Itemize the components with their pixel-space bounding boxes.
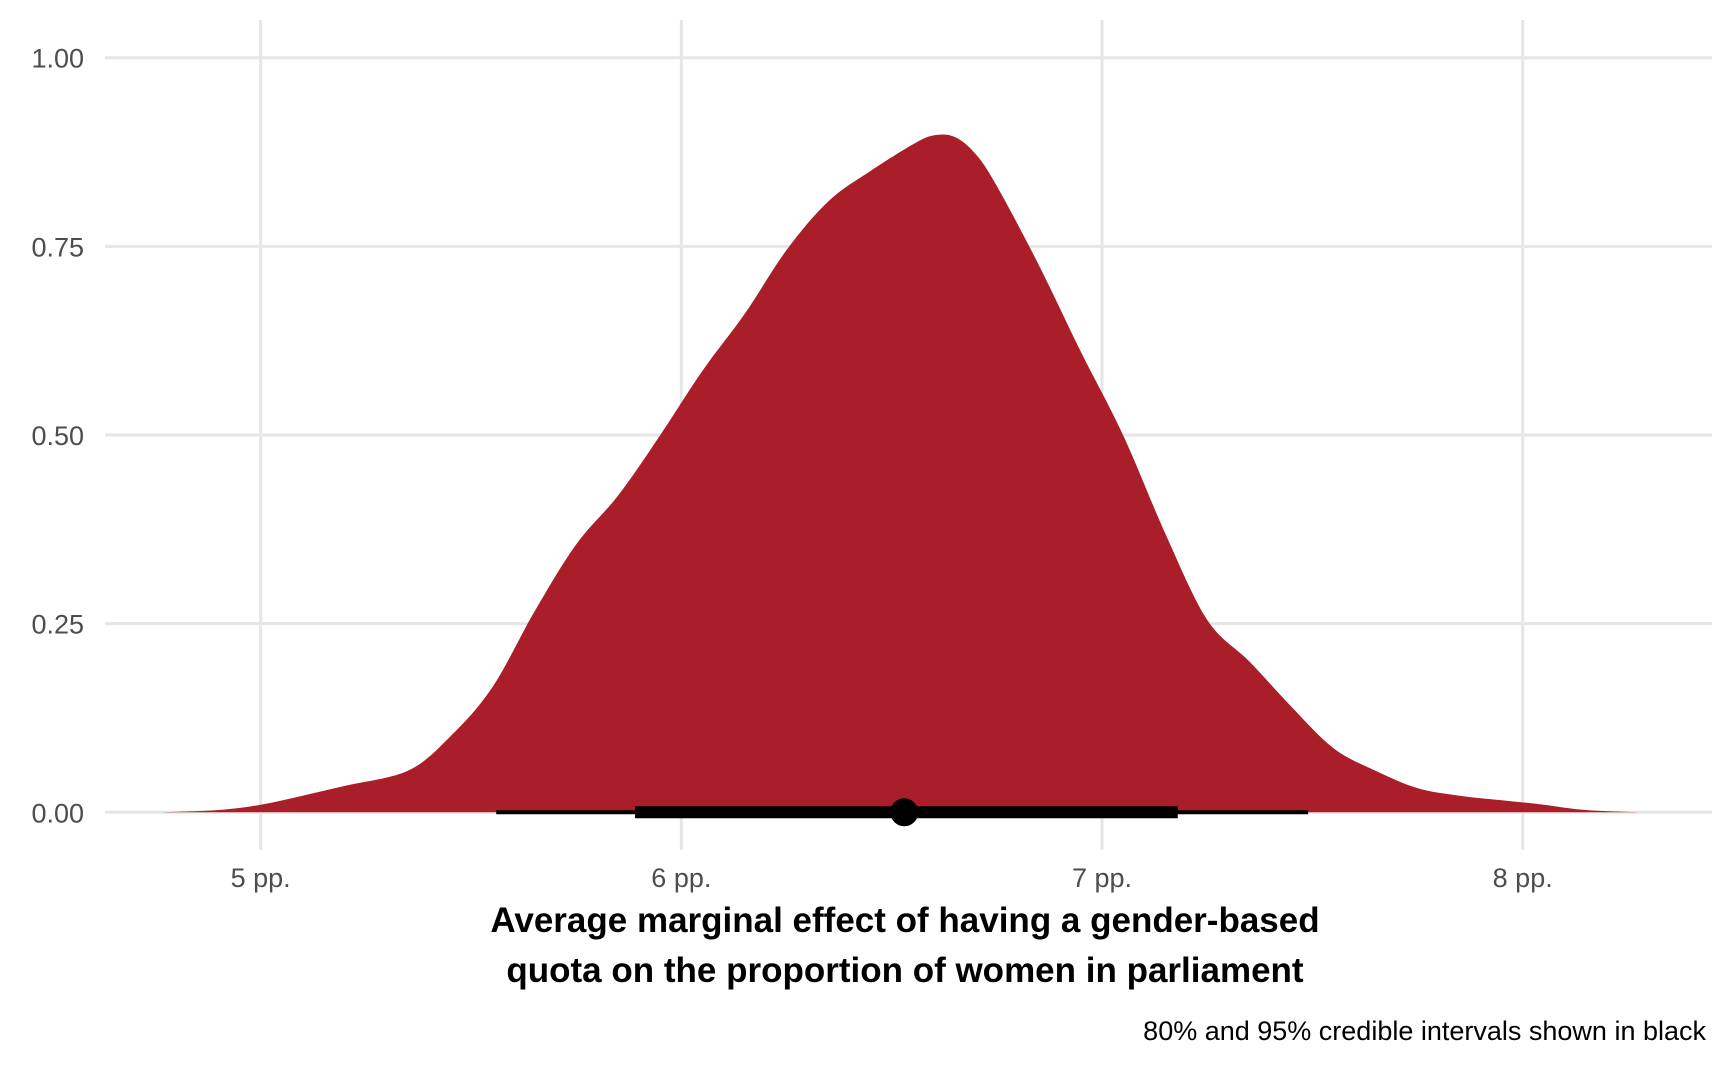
x-tick-label: 6 pp. <box>651 863 711 893</box>
y-axis-tick-labels: 0.00 0.25 0.50 0.75 1.00 <box>31 44 84 829</box>
point-estimate-dot <box>890 798 919 827</box>
x-axis-tick-labels: 5 pp. 6 pp. 7 pp. 8 pp. <box>231 863 1553 893</box>
x-tick-label: 5 pp. <box>231 863 291 893</box>
x-tick-label: 7 pp. <box>1072 863 1132 893</box>
y-tick-label: 0.25 <box>31 610 84 640</box>
x-tick-label: 8 pp. <box>1493 863 1553 893</box>
y-tick-label: 0.00 <box>31 798 84 828</box>
density-area <box>159 134 1641 813</box>
credible-interval-layer <box>496 798 1309 827</box>
y-tick-label: 1.00 <box>31 44 84 74</box>
density-area-layer <box>159 134 1641 813</box>
x-axis-title-line-1: Average marginal effect of having a gend… <box>490 901 1319 940</box>
y-tick-label: 0.50 <box>31 421 84 451</box>
x-axis-title-line-2: quota on the proportion of women in parl… <box>506 951 1304 990</box>
chart-caption: 80% and 95% credible intervals shown in … <box>1143 1016 1706 1046</box>
y-tick-label: 0.75 <box>31 232 84 262</box>
